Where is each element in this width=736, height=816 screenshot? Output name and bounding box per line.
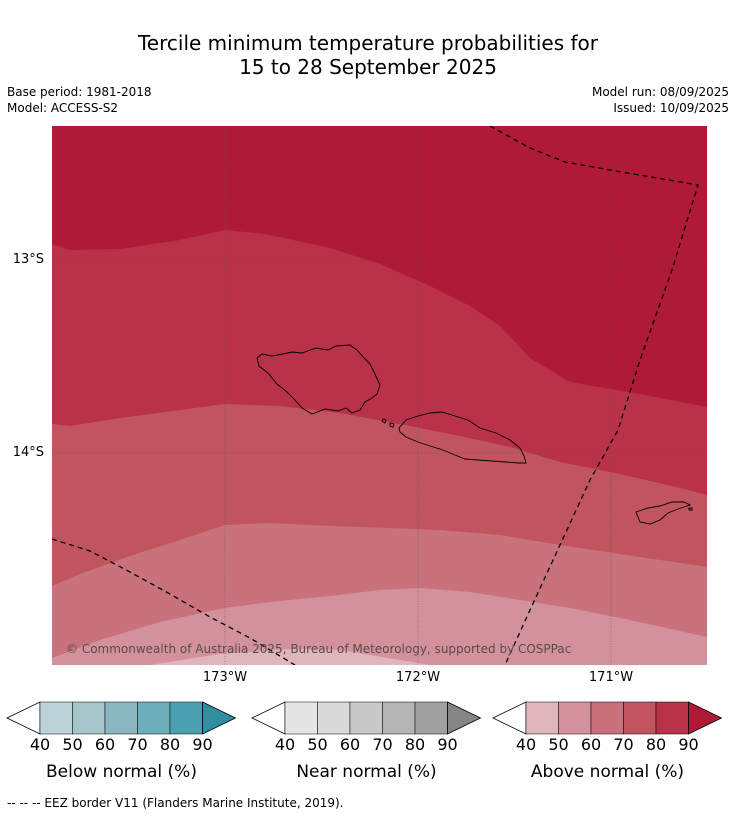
model-name: Model: ACCESS-S2: [7, 101, 119, 115]
above-segment: [558, 701, 592, 735]
eez-footer-note: -- -- -- EEZ border V11 (Flanders Marine…: [7, 796, 344, 810]
near-tick-label: 50: [307, 735, 328, 754]
above-segment: [525, 701, 559, 735]
lon-label-173w: 173°W: [202, 670, 248, 685]
near-segment: [414, 701, 448, 735]
below-segment: [39, 701, 73, 735]
upolu-island: [398, 411, 527, 464]
base-period: Base period: 1981-2018: [7, 85, 152, 99]
eez-border: [52, 126, 699, 665]
above-extend-low: [492, 701, 527, 735]
above-tick-label: 50: [548, 735, 569, 754]
issued-date: Issued: 10/09/2025: [613, 101, 729, 115]
model-run: Model run: 08/09/2025: [591, 85, 729, 99]
near-tick-label: 70: [372, 735, 393, 754]
near-segment: [284, 701, 318, 735]
near-tick-label: 60: [339, 735, 361, 754]
near-tick-label: 80: [404, 735, 426, 754]
map-credit: © Commonwealth of Australia 2025, Bureau…: [66, 642, 571, 656]
colorbar-above-normal: [492, 701, 723, 735]
above-segment: [623, 701, 657, 735]
near-extend-high: [447, 701, 482, 735]
below-tick-label: 90: [192, 735, 213, 754]
band-above-40: [150, 649, 430, 665]
below-segment: [169, 701, 203, 735]
above-normal-label: Above normal (%): [530, 762, 685, 782]
tutuila-island: [635, 501, 692, 525]
below-segment: [137, 701, 171, 735]
lat-label-14s: 14°S: [12, 445, 44, 460]
above-extend-high: [688, 701, 723, 735]
near-extend-low: [251, 701, 286, 735]
near-tick-label: 40: [274, 735, 296, 754]
map-title: Tercile minimum temperature probabilitie…: [0, 31, 736, 79]
below-normal-label: Below normal (%): [46, 762, 197, 782]
probability-map: © Commonwealth of Australia 2025, Bureau…: [52, 126, 707, 665]
below-tick-label: 70: [127, 735, 148, 754]
legend-colorbars: [6, 701, 723, 735]
below-extend-high: [202, 701, 237, 735]
near-segment: [317, 701, 351, 735]
lon-label-171w: 171°W: [588, 670, 634, 685]
graticule: [52, 126, 707, 665]
title-line-1: Tercile minimum temperature probabilitie…: [137, 31, 599, 55]
below-tick-label: 80: [159, 735, 181, 754]
near-normal-label: Near normal (%): [296, 762, 437, 782]
manono-island: [381, 418, 387, 424]
band-above-50: [52, 588, 707, 665]
aunuu-island: [688, 507, 693, 511]
title-line-2: 15 to 28 September 2025: [239, 55, 497, 79]
above-tick-label: 60: [580, 735, 602, 754]
coastlines: [256, 344, 693, 525]
below-segment: [72, 701, 106, 735]
above-segment: [590, 701, 624, 735]
below-extend-low: [6, 701, 41, 735]
savaii-island: [256, 344, 381, 415]
near-segment: [382, 701, 416, 735]
above-tick-label: 90: [678, 735, 699, 754]
above-segment: [655, 701, 689, 735]
lon-label-172w: 172°W: [395, 670, 441, 685]
near-tick-label: 90: [437, 735, 458, 754]
lat-label-13s: 13°S: [12, 252, 44, 267]
above-tick-label: 80: [645, 735, 667, 754]
above-tick-label: 70: [613, 735, 634, 754]
below-tick-label: 50: [62, 735, 83, 754]
below-tick-label: 60: [94, 735, 116, 754]
above-tick-label: 40: [515, 735, 537, 754]
colorbar-near-normal: [251, 701, 482, 735]
colorbar-below-normal: [6, 701, 237, 735]
below-tick-label: 40: [29, 735, 51, 754]
below-segment: [104, 701, 138, 735]
apolima-island: [389, 422, 395, 428]
near-segment: [349, 701, 383, 735]
